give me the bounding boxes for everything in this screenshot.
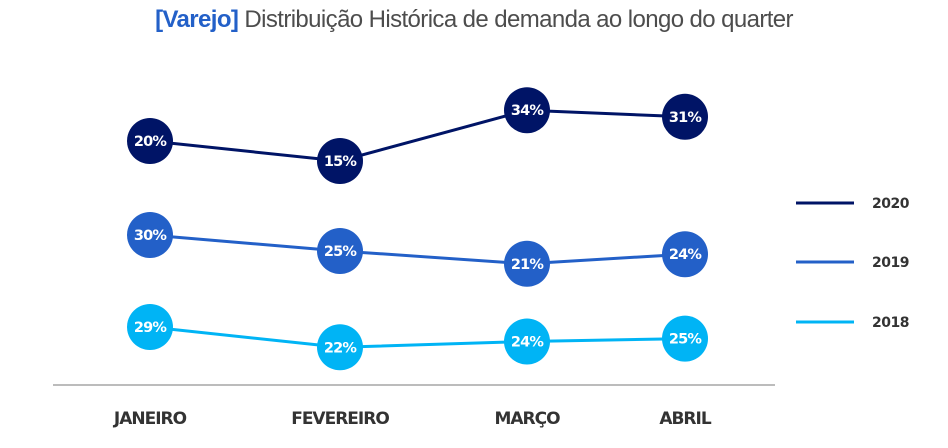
data-label: 21% xyxy=(511,257,545,273)
data-point-marker xyxy=(317,324,363,371)
data-label: 34% xyxy=(511,103,545,119)
legend-label: 2020 xyxy=(872,196,910,212)
data-point-marker xyxy=(127,118,173,164)
data-point-marker xyxy=(662,315,708,362)
chart-title-accent: [Varejo] xyxy=(155,6,239,33)
data-label: 30% xyxy=(134,228,168,244)
x-tick-label: FEVEREIRO xyxy=(291,409,389,429)
legend-item-2020: 2020 xyxy=(796,196,910,212)
data-point-marker xyxy=(662,231,708,278)
data-label: 29% xyxy=(134,320,168,336)
data-label: 22% xyxy=(324,340,358,356)
data-label: 15% xyxy=(324,154,358,170)
data-label: 25% xyxy=(324,244,358,260)
x-tick-label: MARÇO xyxy=(494,409,560,429)
series-layer: 20% 15% 34% 31% 30% 25% 21% 24% 29% 22% 24% 25% xyxy=(127,87,708,371)
legend-label: 2019 xyxy=(872,255,909,271)
data-label: 25% xyxy=(669,332,703,348)
legend-label: 2018 xyxy=(872,315,909,331)
data-label: 31% xyxy=(669,110,703,126)
series-2018: 29% 22% 24% 25% xyxy=(127,304,708,371)
data-label: 24% xyxy=(669,247,703,263)
data-point-marker xyxy=(317,228,363,274)
data-point-marker xyxy=(662,93,708,140)
data-point-marker xyxy=(317,138,363,184)
series-line-2020 xyxy=(149,108,686,163)
data-point-marker xyxy=(504,87,550,134)
data-label: 24% xyxy=(511,335,545,351)
legend: 2020 2019 2018 xyxy=(796,196,910,331)
data-point-marker xyxy=(127,212,173,258)
data-point-marker xyxy=(504,318,550,365)
series-2020: 20% 15% 34% 31% xyxy=(127,87,708,184)
legend-item-2019: 2019 xyxy=(796,255,909,271)
series-2019: 30% 25% 21% 24% xyxy=(127,212,708,287)
x-tick-label: JANEIRO xyxy=(113,409,187,429)
legend-item-2018: 2018 xyxy=(796,315,909,331)
series-line-2019 xyxy=(149,233,686,266)
x-tick-label: ABRIL xyxy=(659,409,712,429)
data-point-marker xyxy=(127,304,173,350)
data-label: 20% xyxy=(134,134,168,150)
data-point-marker xyxy=(504,240,550,287)
chart-title-text: Distribuição Histórica de demanda ao lon… xyxy=(238,6,793,33)
x-axis-tick-labels: JANEIRO FEVEREIRO MARÇO ABRIL xyxy=(113,409,713,429)
series-line-2018 xyxy=(149,325,686,349)
chart-title: [Varejo] Distribuição Histórica de deman… xyxy=(0,6,948,34)
